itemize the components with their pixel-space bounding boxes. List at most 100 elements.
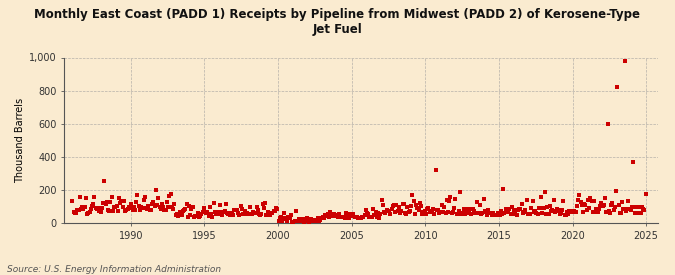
Point [191, 213, 202, 218]
Point [83, 211, 94, 216]
Point [192, 210, 203, 215]
Point [457, 211, 468, 216]
Point [207, 215, 218, 219]
Point [169, 201, 180, 206]
Point [152, 203, 163, 207]
Point [187, 205, 198, 209]
Point [610, 205, 620, 209]
Point [68, 210, 79, 214]
Point [395, 211, 406, 215]
Point [524, 212, 535, 216]
Point [343, 216, 354, 220]
Point [278, 210, 289, 215]
Point [132, 193, 143, 198]
Point [213, 212, 224, 216]
Point [340, 215, 350, 220]
Point [160, 207, 171, 212]
Point [493, 211, 504, 215]
Point [364, 215, 375, 219]
Point [92, 207, 103, 211]
Point [173, 214, 184, 218]
Point [464, 207, 475, 211]
Point [151, 187, 161, 192]
Point [376, 197, 387, 202]
Point [296, 217, 307, 221]
Point [445, 195, 456, 199]
Point [233, 211, 244, 215]
Point [268, 209, 279, 214]
Point [499, 211, 510, 216]
Point [508, 212, 518, 216]
Point [341, 211, 352, 215]
Point [164, 194, 175, 199]
Point [244, 212, 254, 217]
Point [82, 212, 92, 216]
Point [146, 208, 157, 213]
Point [589, 199, 599, 204]
Point [200, 210, 211, 214]
Point [308, 218, 319, 222]
Point [548, 198, 559, 202]
Point [176, 213, 187, 218]
Point [483, 208, 494, 212]
Point [536, 195, 547, 200]
Point [305, 217, 316, 221]
Point [410, 211, 421, 216]
Point [257, 202, 268, 207]
Point [265, 213, 275, 217]
Point [367, 215, 377, 220]
Point [295, 219, 306, 224]
Point [78, 207, 89, 211]
Point [332, 215, 343, 219]
Point [475, 203, 485, 207]
Point [80, 196, 91, 200]
Point [99, 178, 110, 183]
Point [584, 206, 595, 210]
Point [125, 205, 136, 210]
Point [306, 219, 317, 223]
Point [329, 214, 340, 218]
Point [450, 197, 461, 202]
Point [504, 207, 515, 211]
Point [218, 210, 229, 214]
Point [470, 211, 481, 216]
Point [539, 189, 550, 194]
Point [179, 208, 190, 213]
Point [379, 210, 389, 214]
Point [473, 211, 484, 216]
Point [97, 205, 107, 210]
Point [143, 204, 154, 208]
Point [140, 194, 151, 199]
Point [200, 211, 211, 215]
Point [404, 209, 415, 213]
Point [230, 208, 241, 212]
Point [380, 211, 391, 215]
Point [122, 207, 133, 211]
Point [370, 210, 381, 214]
Point [495, 209, 506, 213]
Point [202, 209, 213, 214]
Point [113, 196, 124, 200]
Point [348, 212, 359, 217]
Point [248, 211, 259, 215]
Point [389, 210, 400, 214]
Point [456, 212, 467, 216]
Point [569, 209, 580, 214]
Point [466, 211, 477, 216]
Point [394, 205, 404, 209]
Point [335, 215, 346, 220]
Point [470, 211, 481, 216]
Point [214, 203, 225, 207]
Point [67, 199, 78, 203]
Point [402, 205, 413, 210]
Point [331, 213, 342, 217]
Point [512, 208, 523, 212]
Point [245, 205, 256, 209]
Point [515, 207, 526, 212]
Point [526, 206, 537, 210]
Point [356, 216, 367, 220]
Point [159, 207, 170, 212]
Point [238, 212, 248, 217]
Point [241, 211, 252, 216]
Point [90, 205, 101, 210]
